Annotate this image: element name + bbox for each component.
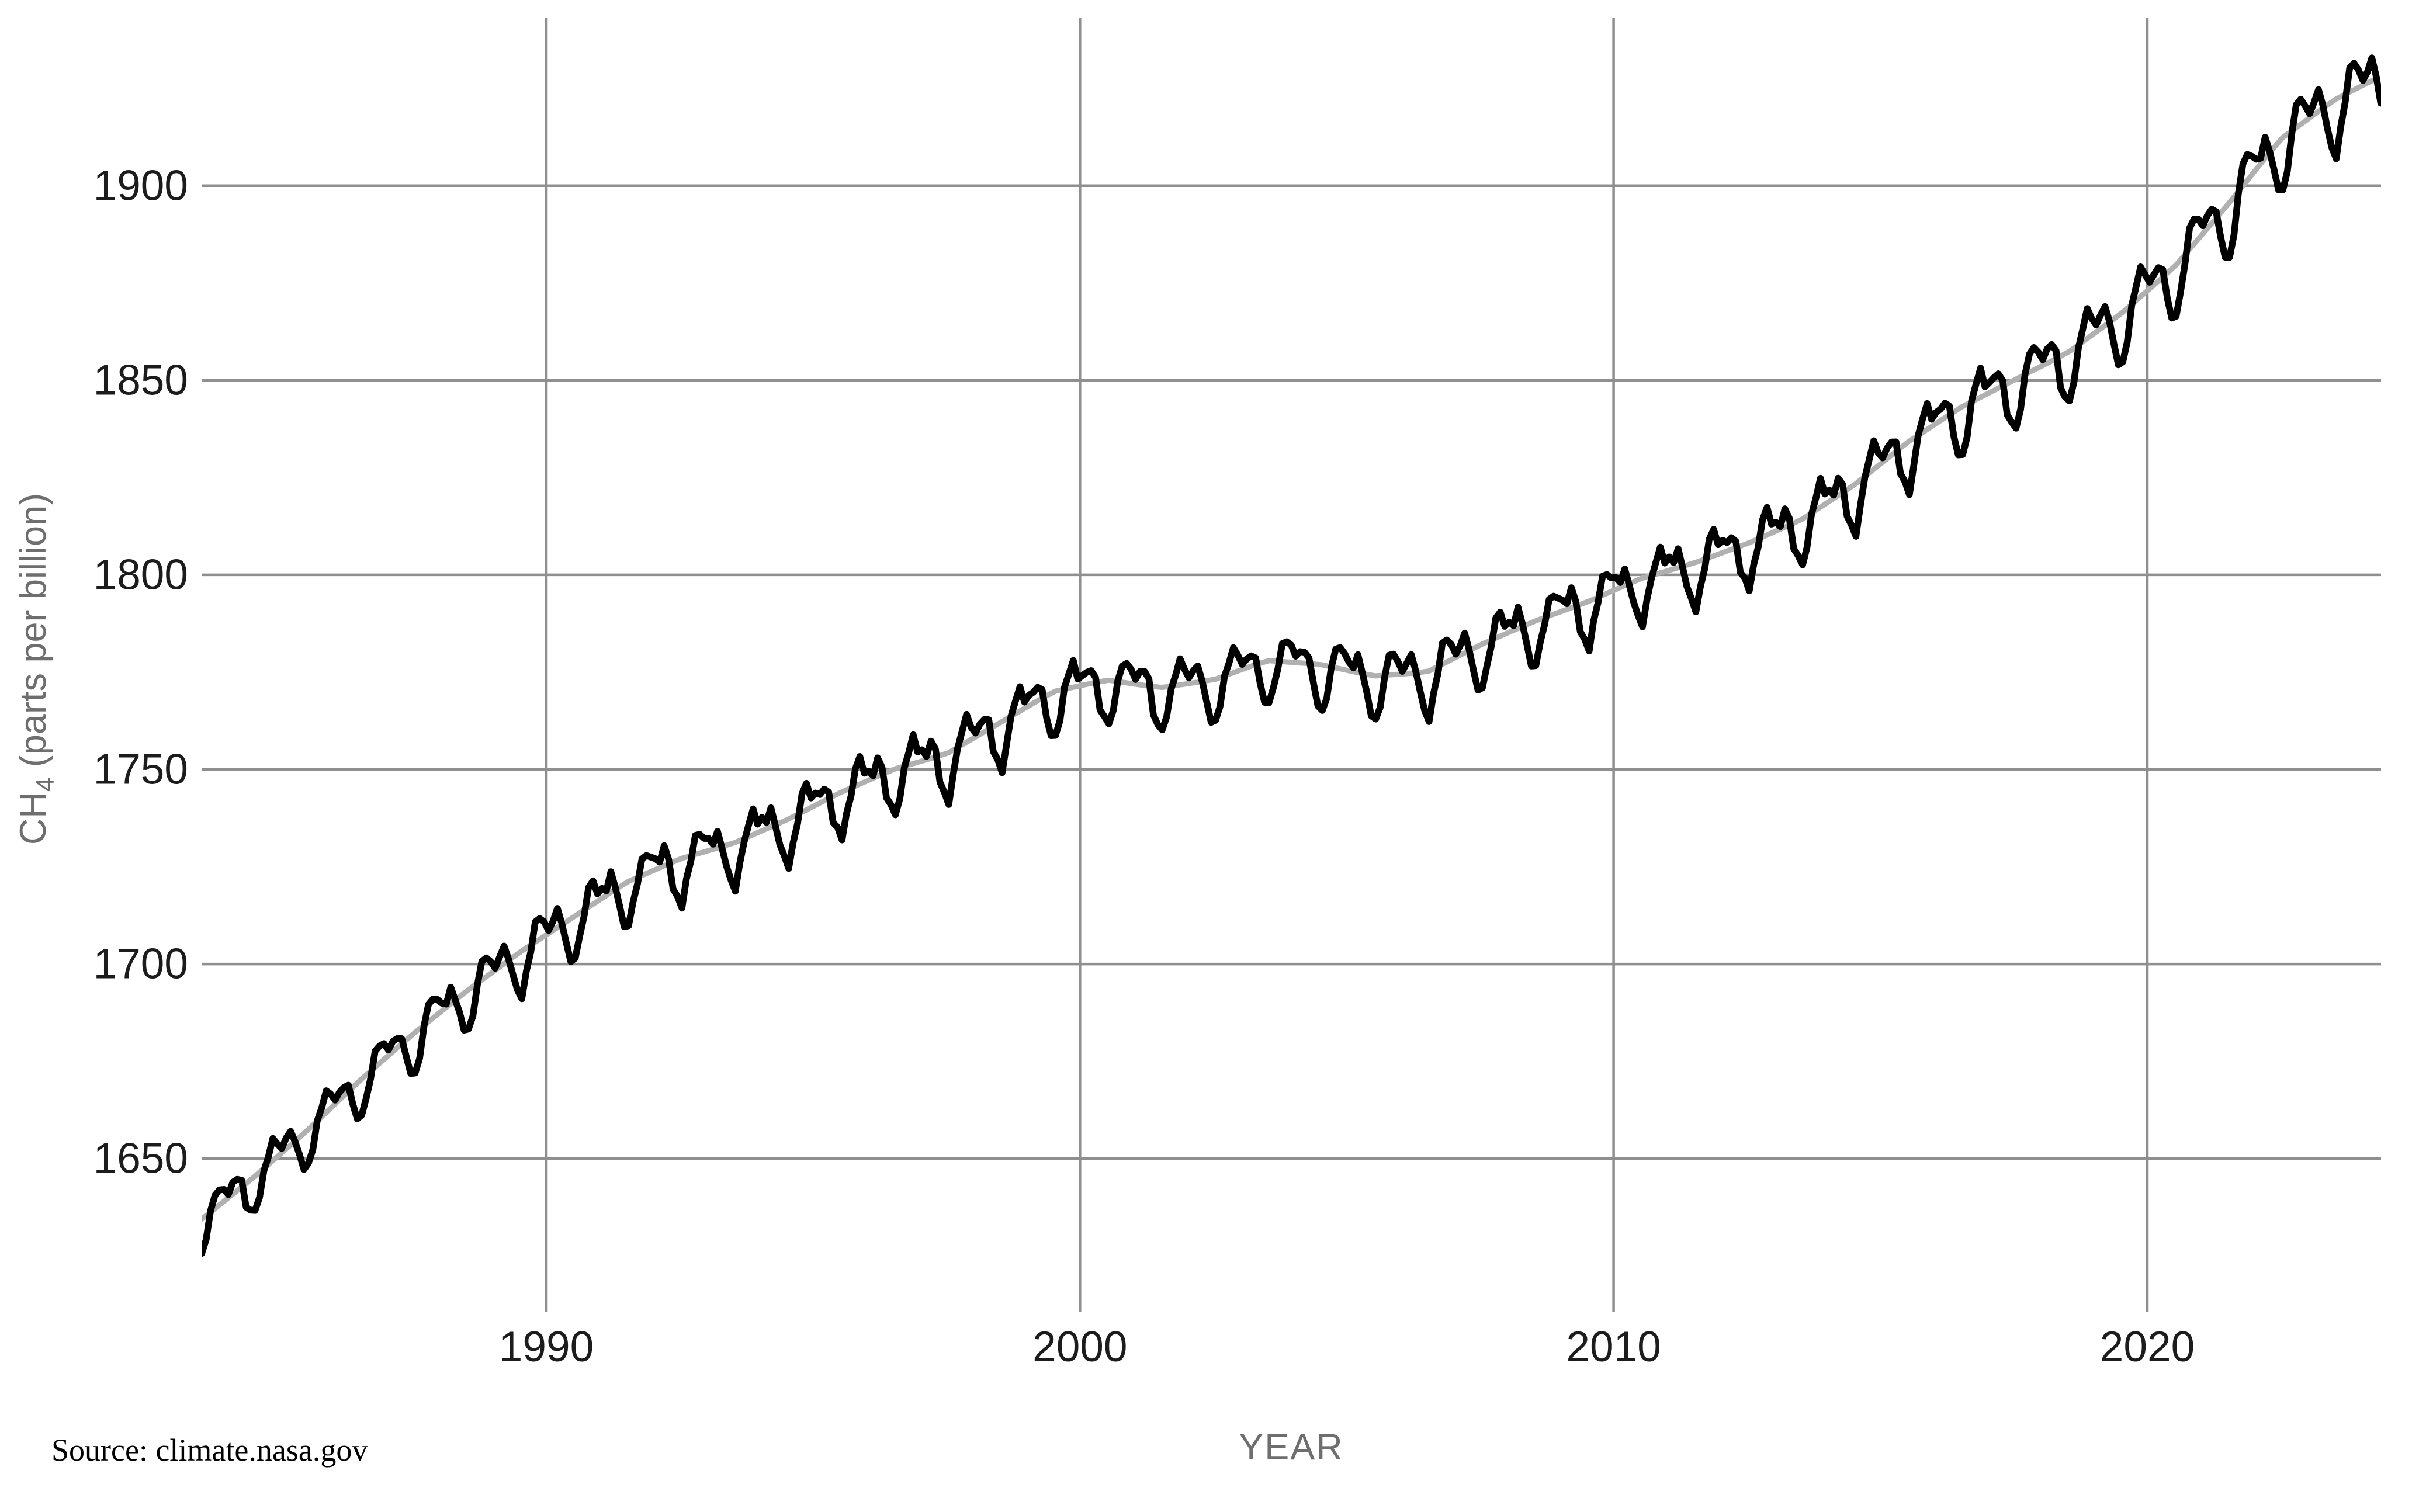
source-note: Source: climate.nasa.gov — [51, 1433, 368, 1468]
y-axis-tick-labels: 1650 1700 1750 1800 1850 1900 — [93, 162, 188, 1182]
y-tick-label-1700: 1700 — [93, 941, 188, 988]
horizontal-gridlines — [202, 184, 2381, 1160]
y-tick-label-1800: 1800 — [93, 551, 188, 598]
x-tick-label-1990: 1990 — [499, 1323, 594, 1371]
x-tick-label-2000: 2000 — [1032, 1323, 1127, 1371]
x-tick-label-2010: 2010 — [1566, 1323, 1661, 1371]
vertical-gridlines — [545, 18, 2149, 1312]
methane-data-line — [202, 54, 2381, 1257]
x-axis-tick-labels: 1990 2000 2010 2020 — [499, 1323, 2195, 1371]
x-axis-title: YEAR — [1239, 1427, 1344, 1468]
y-axis-title: CH4 (parts per billion) — [13, 493, 60, 845]
y-tick-label-1750: 1750 — [93, 746, 188, 793]
x-tick-label-2020: 2020 — [2100, 1323, 2195, 1371]
y-tick-label-1650: 1650 — [93, 1135, 188, 1182]
y-tick-label-1850: 1850 — [93, 356, 188, 404]
y-tick-label-1900: 1900 — [93, 162, 188, 209]
